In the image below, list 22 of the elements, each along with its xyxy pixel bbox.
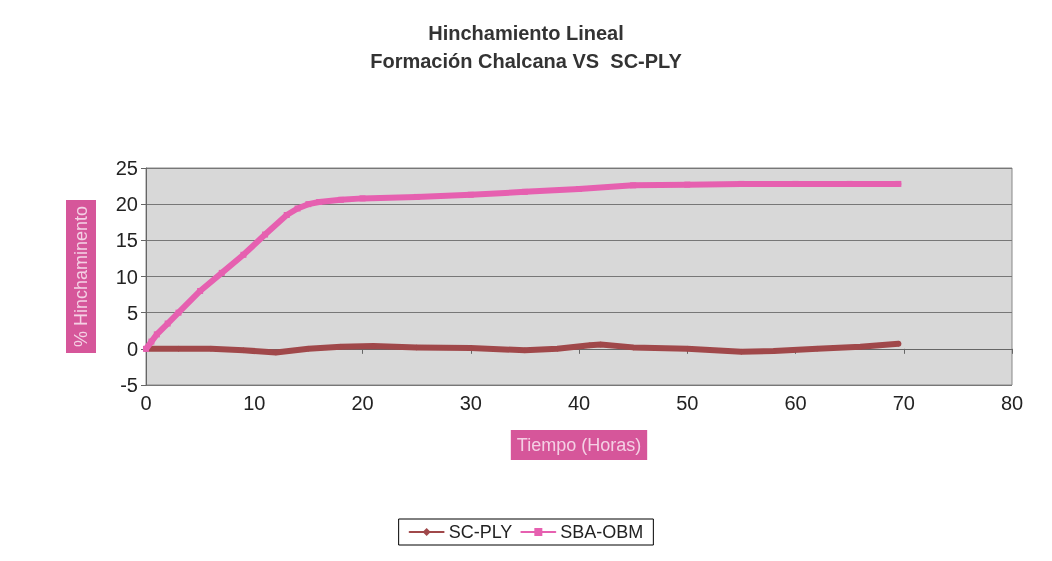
y-tick-label: 25 xyxy=(115,157,138,179)
legend-label: SC-PLY xyxy=(448,522,513,542)
y-tick-label: 10 xyxy=(115,265,138,288)
y-tick-label: 0 xyxy=(126,337,138,360)
x-tick-label: 20 xyxy=(351,392,374,414)
x-tick-label: 70 xyxy=(892,392,915,414)
x-tick-label: 30 xyxy=(459,392,482,414)
chart-subtitle: Formación Chalcana VS SC-PLY xyxy=(370,50,683,72)
x-axis-title: Tiempo (Horas) xyxy=(516,435,642,455)
chart-title: Hinchamiento Lineal xyxy=(428,22,624,44)
y-tick-label: 20 xyxy=(115,193,138,216)
y-tick-label: 5 xyxy=(126,301,138,324)
y-axis-title: % Hinchaminento xyxy=(71,205,91,348)
y-tick-label: 15 xyxy=(115,229,138,252)
x-tick-label: 60 xyxy=(784,392,807,414)
x-tick-label: 10 xyxy=(243,392,266,414)
x-tick-label: 40 xyxy=(567,392,591,414)
x-tick-label: 80 xyxy=(1000,392,1024,414)
x-tick-label: 0 xyxy=(140,392,152,414)
x-tick-label: 50 xyxy=(676,392,699,414)
y-tick-label: -5 xyxy=(120,374,138,396)
legend-label: SBA-OBM xyxy=(560,522,644,542)
